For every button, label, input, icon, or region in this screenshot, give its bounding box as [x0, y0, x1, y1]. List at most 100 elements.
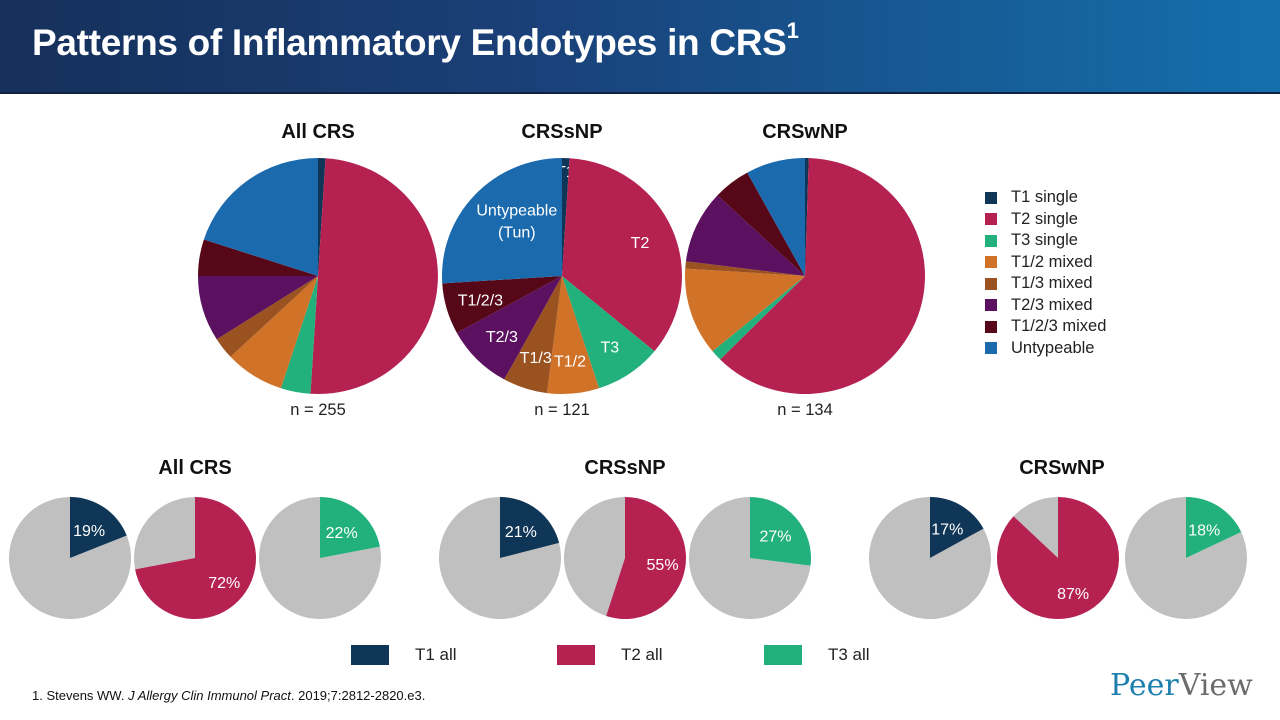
legend-label: T1 all	[415, 645, 457, 664]
legend-label: T2/3 mixed	[1011, 295, 1093, 314]
legend-swatch	[985, 299, 997, 312]
pie-title-crswnp: CRSwNP	[762, 121, 848, 143]
peerview-logo: PeerView	[1110, 668, 1253, 703]
pie-slice-remainder	[438, 496, 561, 619]
percent-label: 55%	[647, 557, 679, 574]
legend-label: T1/2 mixed	[1011, 252, 1093, 271]
slice-label: T1/2/3	[458, 293, 503, 310]
slice-label: T2	[631, 235, 650, 252]
legend-item: T2 single	[985, 209, 1106, 231]
pie-slice-t2-single	[562, 158, 682, 352]
percent-label: 18%	[1188, 522, 1220, 539]
pie-slice-remainder	[563, 497, 625, 617]
legend-swatch	[985, 213, 997, 226]
legend-label: T1/2/3 mixed	[1011, 317, 1107, 336]
pie-slice-t1-3-mixed	[685, 261, 805, 276]
legend-label: T3 all	[828, 645, 870, 664]
pie-slice-t1-single	[562, 158, 570, 276]
pie-slice-t3-all	[320, 497, 380, 558]
pie-slice-t1-2-3-mixed	[198, 239, 318, 276]
legend-swatch	[985, 320, 997, 333]
legend-swatch	[985, 256, 997, 269]
legend-swatch	[985, 191, 997, 204]
page-title: Patterns of Inflammatory Endotypes in CR…	[32, 18, 799, 63]
pie-slice-t2-3-mixed	[456, 276, 562, 380]
legend-item: T2/3 mixed	[985, 295, 1106, 317]
percent-label: 21%	[505, 524, 537, 541]
slice-label: Untypeable	[476, 203, 557, 220]
pie-slice-untypeable	[203, 158, 318, 276]
legend-label: T3 single	[1011, 231, 1078, 250]
legend-swatch	[985, 277, 997, 290]
slice-label: (Tun)	[498, 225, 536, 242]
percent-label: 17%	[931, 522, 963, 539]
legend-item: Untypeable	[985, 338, 1106, 360]
legend-item: T1/2 mixed	[985, 252, 1106, 274]
pie-slice-t3-single	[712, 276, 805, 360]
pie-slice-t2-all	[135, 497, 256, 619]
legend-t2-all: T2 all	[557, 645, 663, 665]
n-crswnp: n = 134	[777, 401, 833, 419]
percent-label: 27%	[759, 529, 791, 546]
pie-slice-t1-2-3-mixed	[717, 172, 805, 276]
pie-slice-untypeable	[442, 158, 562, 284]
pie-slice-t2-3-mixed	[685, 195, 805, 276]
legend-item: T3 single	[985, 230, 1106, 252]
legend-item: T1 single	[985, 187, 1106, 209]
percent-label: 72%	[208, 575, 240, 592]
percent-label: 87%	[1057, 586, 1089, 603]
pie-slice-t1-single	[805, 158, 809, 276]
legend-item: T1/3 mixed	[985, 273, 1106, 295]
pie-slice-remainder	[689, 497, 811, 619]
pie-slice-t2-all	[606, 497, 686, 619]
percent-label: 22%	[326, 525, 358, 542]
pie-slice-t1-2-mixed	[685, 268, 805, 352]
pie-slice-t3-all	[1186, 497, 1242, 558]
pie-slice-t1-2-mixed	[230, 276, 318, 389]
legend-label: T1/3 mixed	[1011, 274, 1093, 293]
legend-swatch	[764, 645, 802, 665]
legend-t1-all: T1 all	[351, 645, 457, 665]
legend-swatch	[985, 342, 997, 355]
legend-label: T1 single	[1011, 188, 1078, 207]
bottom-title-crswnp: CRSwNP	[1019, 457, 1105, 479]
bottom-title-all-crs: All CRS	[158, 457, 232, 479]
n-crssnp: n = 121	[534, 401, 590, 419]
pie-slice-remainder	[868, 497, 991, 619]
pie-slice-t2-single	[310, 158, 438, 394]
legend-label: T2 all	[621, 645, 663, 664]
pie-slice-t1-all	[930, 497, 984, 558]
legend-label: T2 single	[1011, 209, 1078, 228]
pie-slice-t1-2-mixed	[546, 276, 600, 394]
n-all-crs: n = 255	[290, 401, 346, 419]
pie-slice-remainder	[133, 497, 195, 570]
pie-slice-t1-all	[70, 497, 127, 558]
pie-slice-untypeable	[747, 158, 805, 276]
pie-slice-t3-single	[280, 276, 318, 394]
pie-slice-t1-3-mixed	[504, 276, 562, 394]
header-banner: Patterns of Inflammatory Endotypes in CR…	[0, 0, 1280, 94]
pie-slice-t3-all	[750, 497, 811, 566]
pie-title-crssnp: CRSsNP	[521, 121, 603, 143]
pie-title-all-crs: All CRS	[281, 121, 355, 143]
legend-label: Untypeable	[1011, 338, 1095, 357]
legend-t3-all: T3 all	[764, 645, 870, 665]
pie-slice-t1-2-3-mixed	[442, 276, 562, 333]
pie-slice-t2-single	[720, 158, 925, 394]
bottom-title-crssnp: CRSsNP	[584, 457, 666, 479]
legend-swatch	[985, 234, 997, 247]
percent-label: 19%	[73, 523, 105, 540]
slice-label: T1/3	[520, 350, 552, 367]
pie-slice-t2-3-mixed	[198, 276, 318, 340]
pie-slice-t1-all	[500, 497, 560, 558]
pie-slice-t3-single	[562, 276, 655, 389]
pie-slice-remainder	[1013, 497, 1058, 558]
slice-label: T2/3	[486, 329, 518, 346]
footnote: 1. Stevens WW. J Allergy Clin Immunol Pr…	[32, 688, 426, 703]
legend-swatch	[557, 645, 595, 665]
legend-item: T1/2/3 mixed	[985, 316, 1106, 338]
slice-label: T3	[600, 339, 619, 356]
endotype-legend: T1 single T2 single T3 single T1/2 mixed T1/…	[985, 187, 1106, 359]
slice-label: T1/2	[554, 354, 586, 371]
